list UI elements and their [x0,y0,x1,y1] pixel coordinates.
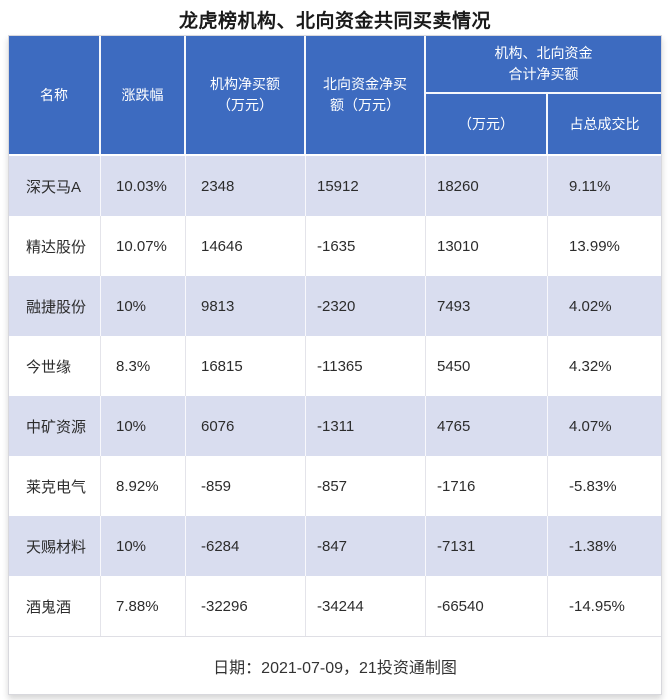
cell-combined-amount: -7131 [426,516,548,576]
header-combined-amount: （万元） [426,94,548,154]
cell-inst-net-buy: -859 [186,456,306,516]
cell-north-net-buy: -34244 [306,576,426,636]
cell-stock-name: 莱克电气 [9,456,101,516]
cell-change-pct: 8.92% [101,456,186,516]
cell-combined-amount: 4765 [426,396,548,456]
footer-note: 日期：2021-07-09，21投资通制图 [213,659,457,677]
cell-change-pct: 7.88% [101,576,186,636]
header-north-line2: 额（万元） [330,97,400,113]
header-combined-ratio: 占总成交比 [569,115,640,132]
cell-inst-net-buy: -6284 [186,516,306,576]
cell-stock-name: 精达股份 [9,216,101,276]
cell-north-net-buy: -1635 [306,216,426,276]
cell-change-pct: 8.3% [101,336,186,396]
header-inst-line2: （万元） [217,97,273,113]
cell-inst-net-buy: 6076 [186,396,306,456]
table-body: 深天马A 10.03% 2348 15912 18260 9.11% 精达股份 … [9,156,661,636]
table-row: 精达股份 10.07% 14646 -1635 13010 13.99% [9,216,661,276]
cell-north-net-buy: -1311 [306,396,426,456]
cell-combined-ratio: 9.11% [569,177,611,195]
header-north-net-buy: 北向资金净买 额（万元） [306,36,426,154]
table-header: 名称 涨跌幅 机构净买额 （万元） 北向资金净买 额（万元） 机构、北向资金 合… [9,36,661,156]
header-combined-line2: 合计净买额 [508,66,579,82]
table-footer: 日期：2021-07-09，21投资通制图 [9,636,661,694]
header-change: 涨跌幅 [101,36,186,154]
cell-combined-ratio: 4.02% [569,297,612,315]
cell-north-net-buy: -2320 [306,276,426,336]
cell-inst-net-buy: -32296 [186,576,306,636]
header-name: 名称 [9,36,101,154]
cell-north-net-buy: -847 [306,516,426,576]
cell-combined-ratio: 4.32% [569,357,612,375]
cell-north-net-buy: -11365 [306,336,426,396]
table-row: 中矿资源 10% 6076 -1311 4765 4.07% [9,396,661,456]
cell-combined-amount: 13010 [426,216,548,276]
header-combined-line1: 机构、北向资金 [494,45,593,61]
header-inst-net-buy: 机构净买额 （万元） [186,36,306,154]
cell-combined-amount: 5450 [426,336,548,396]
header-north-line1: 北向资金净买 [323,76,407,92]
cell-inst-net-buy: 14646 [186,216,306,276]
cell-inst-net-buy: 9813 [186,276,306,336]
cell-inst-net-buy: 16815 [186,336,306,396]
cell-stock-name: 天赐材料 [9,516,101,576]
page-title: 龙虎榜机构、北向资金共同买卖情况 [178,11,491,32]
cell-combined-ratio: -14.95% [569,597,625,615]
table-row: 酒鬼酒 7.88% -32296 -34244 -66540 -14.95% [9,576,661,636]
cell-stock-name: 今世缘 [9,336,101,396]
cell-stock-name: 酒鬼酒 [9,576,101,636]
cell-stock-name: 中矿资源 [9,396,101,456]
cell-stock-name: 深天马A [9,156,101,216]
cell-north-net-buy: -857 [306,456,426,516]
table-row: 深天马A 10.03% 2348 15912 18260 9.11% [9,156,661,216]
cell-north-net-buy: 15912 [306,156,426,216]
table-row: 莱克电气 8.92% -859 -857 -1716 -5.83% [9,456,661,516]
cell-combined-ratio: -5.83% [569,477,617,495]
table-row: 天赐材料 10% -6284 -847 -7131 -1.38% [9,516,661,576]
cell-change-pct: 10% [101,516,186,576]
cell-combined-amount: -1716 [426,456,548,516]
cell-change-pct: 10.07% [101,216,186,276]
cell-combined-amount: -66540 [426,576,548,636]
header-combined-group: 机构、北向资金 合计净买额 [426,36,661,94]
table-card: 名称 涨跌幅 机构净买额 （万元） 北向资金净买 额（万元） 机构、北向资金 合… [8,35,662,695]
table-row: 今世缘 8.3% 16815 -11365 5450 4.32% [9,336,661,396]
cell-change-pct: 10% [101,276,186,336]
cell-stock-name: 融捷股份 [9,276,101,336]
cell-combined-ratio: 13.99% [569,237,620,255]
cell-change-pct: 10.03% [101,156,186,216]
cell-combined-amount: 7493 [426,276,548,336]
header-inst-line1: 机构净买额 [210,76,280,92]
cell-combined-ratio: -1.38% [569,537,617,555]
cell-combined-ratio: 4.07% [569,417,612,435]
table-row: 融捷股份 10% 9813 -2320 7493 4.02% [9,276,661,336]
cell-combined-amount: 18260 [426,156,548,216]
cell-change-pct: 10% [101,396,186,456]
cell-inst-net-buy: 2348 [186,156,306,216]
